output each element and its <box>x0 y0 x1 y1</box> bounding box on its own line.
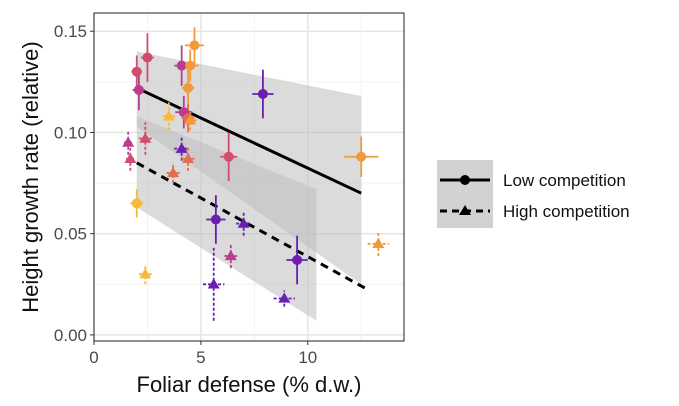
y-tick-label: 0.05 <box>54 225 87 244</box>
data-point-triangle <box>372 237 385 249</box>
fit-line-low-competition <box>140 88 362 195</box>
fit-lines <box>136 88 367 290</box>
data-point-triangle <box>224 249 237 261</box>
data-point-circle <box>223 151 234 162</box>
data-point-triangle <box>278 292 291 303</box>
data-point-triangle <box>167 166 180 178</box>
legend-key-low-competition <box>440 175 490 185</box>
data-point-circle <box>183 82 194 93</box>
x-tick-label: 5 <box>196 348 205 367</box>
data-point-triangle <box>139 268 152 279</box>
legend-key-high-competition <box>440 205 490 215</box>
legend: Low competition High competition <box>437 160 630 228</box>
data-point-circle <box>189 40 200 51</box>
x-tick-label: 10 <box>298 348 317 367</box>
data-point-circle <box>176 60 187 71</box>
data-point-circle <box>257 88 268 99</box>
data-point-triangle <box>162 110 175 121</box>
panel-border <box>93 12 405 342</box>
data-point-triangle <box>207 278 220 289</box>
legend-label-high-competition: High competition <box>503 202 630 221</box>
y-tick-label: 0.15 <box>54 22 87 41</box>
ribbon-high-competition <box>136 116 317 321</box>
data-point-triangle <box>175 142 188 153</box>
y-axis-title: Height growth rate (relative) <box>18 41 43 312</box>
data-point-circle <box>142 52 153 63</box>
data-point-circle <box>292 255 303 266</box>
data-point-circle <box>210 214 221 225</box>
data-points <box>122 40 385 303</box>
y-tick-label: 0.00 <box>54 326 87 345</box>
legend-label-low-competition: Low competition <box>503 171 626 190</box>
y-tick-label: 0.10 <box>54 123 87 142</box>
data-point-circle <box>356 151 367 162</box>
axis-ticks: 0 5 10 0.00 0.05 0.10 0.15 <box>54 22 317 367</box>
confidence-ribbons <box>136 51 362 321</box>
data-point-circle <box>131 66 142 77</box>
legend-triangle-marker <box>459 205 471 215</box>
data-point-circle <box>185 60 196 71</box>
data-point-triangle <box>124 152 137 163</box>
legend-circle-marker <box>460 175 470 185</box>
data-point-circle <box>133 84 144 95</box>
fit-line-high-competition <box>136 161 367 290</box>
data-point-triangle <box>139 132 152 143</box>
x-axis-title: Foliar defense (% d.w.) <box>137 372 362 397</box>
data-point-triangle <box>122 136 135 147</box>
legend-key-background <box>437 160 493 228</box>
data-point-triangle <box>182 152 195 163</box>
data-point-circle <box>131 198 142 209</box>
x-tick-label: 0 <box>89 348 98 367</box>
data-point-triangle <box>184 114 197 125</box>
data-point-triangle <box>237 217 250 228</box>
